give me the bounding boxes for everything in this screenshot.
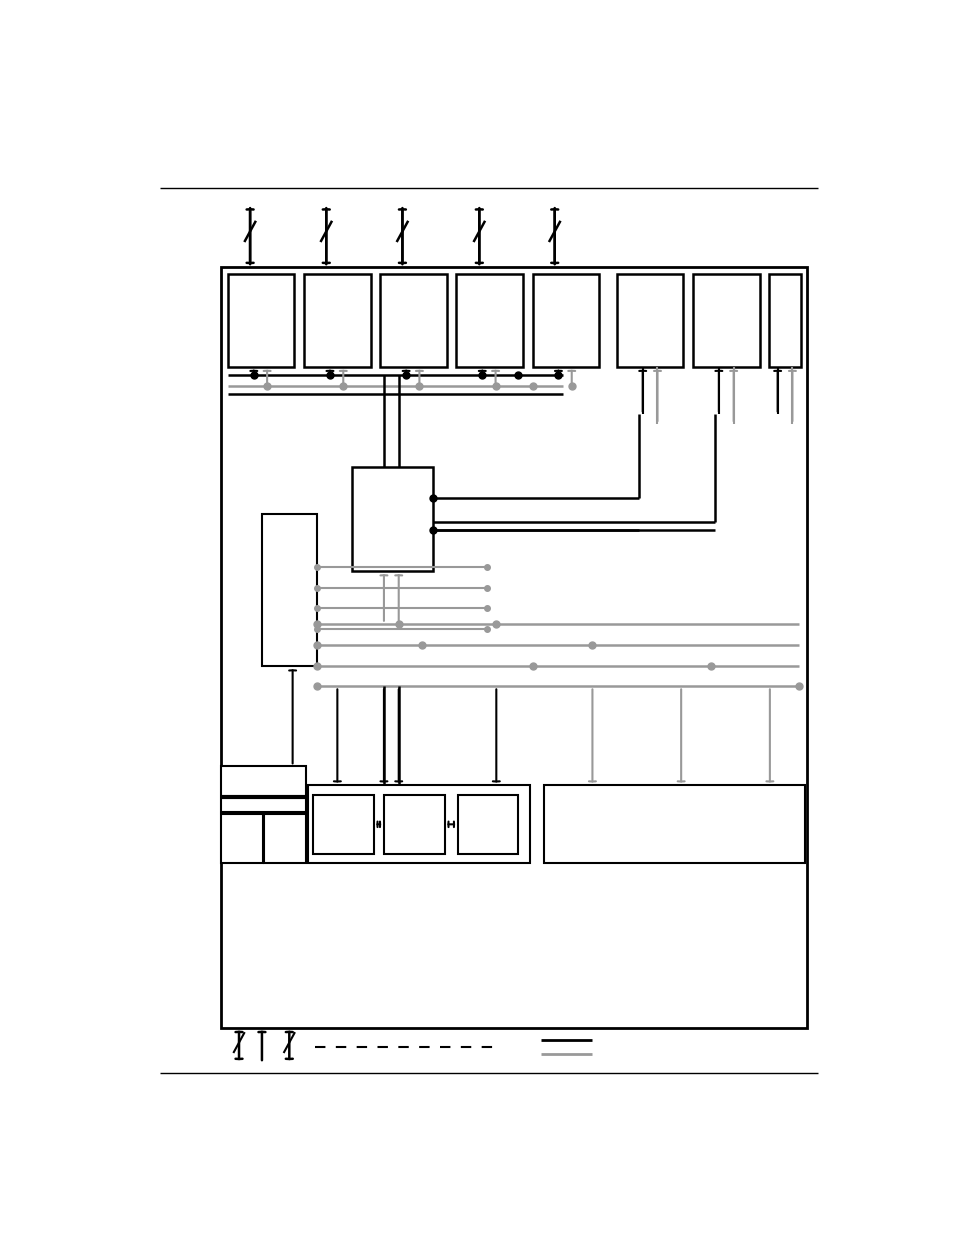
- Bar: [768, 274, 801, 367]
- Bar: [221, 814, 263, 863]
- Bar: [456, 274, 522, 367]
- Bar: [221, 766, 306, 811]
- Bar: [352, 467, 433, 572]
- Bar: [380, 274, 446, 367]
- Bar: [692, 274, 759, 367]
- Bar: [383, 795, 444, 853]
- Bar: [617, 274, 682, 367]
- Bar: [262, 514, 317, 667]
- Bar: [532, 274, 598, 367]
- Bar: [221, 419, 285, 737]
- Bar: [457, 795, 518, 853]
- Bar: [544, 785, 803, 863]
- Bar: [221, 267, 806, 1028]
- Bar: [304, 274, 370, 367]
- Bar: [264, 814, 306, 863]
- Bar: [313, 795, 374, 853]
- Bar: [228, 274, 294, 367]
- Bar: [283, 419, 804, 737]
- Bar: [308, 785, 529, 863]
